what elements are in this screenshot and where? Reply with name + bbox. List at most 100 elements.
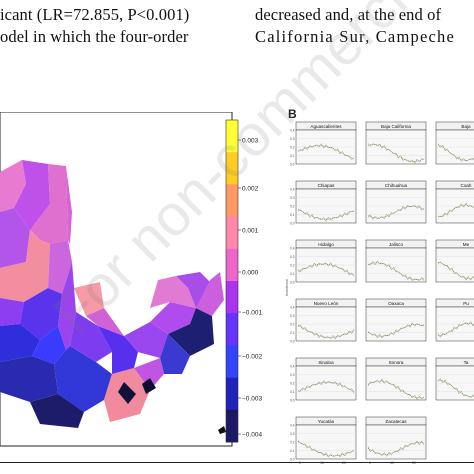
facet-ytick-label: 0.2 xyxy=(290,323,295,327)
colorbar-tick-label: 0.002 xyxy=(242,186,259,193)
facet-observed-line xyxy=(367,378,425,401)
facet-fitted-line xyxy=(437,204,474,218)
facet-ytick-label: 0.4 xyxy=(290,306,295,310)
facet-ytick-label: 0.0 xyxy=(290,281,295,285)
region-west xyxy=(0,208,30,268)
region-qroo xyxy=(168,308,214,356)
facet-title: Yucatán xyxy=(318,419,335,424)
region-north xyxy=(14,160,50,230)
facet-title: Baja California xyxy=(381,124,411,129)
facet-ytick-label: 0.1 xyxy=(290,154,295,158)
region-campeche xyxy=(124,322,168,358)
facet-ytick-label: 0.1 xyxy=(290,213,295,217)
region-qroo-s xyxy=(160,334,190,374)
facet-fitted-line xyxy=(297,381,355,392)
facet-title: Sonora xyxy=(389,360,404,365)
colorbar-tick-label: 0.003 xyxy=(242,138,259,145)
mexico-regions xyxy=(0,160,226,434)
facet-fitted-line xyxy=(297,145,355,160)
region-tabasco xyxy=(98,326,138,374)
facet-fitted-line xyxy=(367,324,425,337)
facet-ytick-label: 0.4 xyxy=(290,365,295,369)
facet-fitted-line xyxy=(367,144,425,162)
region-puebla xyxy=(70,312,112,362)
facet-ytick-label: 0.3 xyxy=(290,255,295,259)
facet-observed-line xyxy=(297,143,355,160)
facet-ytick-label: 0.1 xyxy=(290,449,295,453)
facet-fitted-line xyxy=(437,379,474,397)
colorbar-segment xyxy=(226,409,238,443)
facet-ytick-label: 0.3 xyxy=(290,314,295,318)
colorbar-tick-label: −0.002 xyxy=(242,354,262,361)
facet-xtick-label: 10 xyxy=(320,461,324,465)
facet-ytick-label: 0.3 xyxy=(290,196,295,200)
facet-observed-line xyxy=(297,209,355,222)
colorbar-tick-label: 0.000 xyxy=(242,270,259,277)
facet-observed-line xyxy=(367,322,425,339)
facet-observed-line xyxy=(297,440,355,458)
facet-title: Nuevo León xyxy=(314,301,339,306)
region-central xyxy=(0,230,50,302)
region-oax-coast xyxy=(30,394,84,428)
facet-observed-line xyxy=(437,261,474,281)
region-jalisco xyxy=(0,298,24,326)
colorbar-tick-label: −0.001 xyxy=(242,310,262,317)
body-text-right-line1: decreased and, at the end of xyxy=(255,5,442,24)
colorbar-segment xyxy=(226,120,238,153)
colorbar-segment xyxy=(226,281,238,314)
facet-xtick-label: 20 xyxy=(342,461,346,465)
region-ne2 xyxy=(66,166,72,244)
facet-ytick-label: 0.0 xyxy=(290,340,295,344)
region-central2 xyxy=(48,240,72,294)
facet-observed-line xyxy=(437,321,474,338)
facet-xtick-label: 0 xyxy=(369,461,371,465)
colorbar-segment xyxy=(226,377,238,411)
facet-ytick-label: 0.2 xyxy=(290,205,295,209)
facet-fitted-line xyxy=(437,322,474,336)
region-guerrero xyxy=(0,356,58,402)
colorbar-tick-label: 0.001 xyxy=(242,228,259,235)
region-gulf xyxy=(86,308,124,336)
facet-fitted-line xyxy=(297,208,355,220)
small-multiples-figure: B Incidence Aguascalientes 0.4 0.3 0.2 0.1 0.… xyxy=(284,107,474,465)
facet-title: Zacatecas xyxy=(385,419,407,424)
facet-title: Coah xyxy=(461,183,472,188)
facet-observed-line xyxy=(297,380,355,394)
facet-ytick-label: 0.2 xyxy=(290,146,295,150)
facet-title: Baja xyxy=(461,124,471,129)
map-figure: 0.003 0.002 0.001 0.000 −0.001 −0.002 −0.003 −0… xyxy=(0,112,262,447)
facet-observed-line xyxy=(367,440,425,457)
facet-observed-line xyxy=(437,202,474,218)
facet-title: Me xyxy=(463,242,470,247)
facet-ytick-label: 0.4 xyxy=(290,424,295,428)
facet-ytick-label: 0.0 xyxy=(290,163,295,167)
facet-ytick-label: 0.4 xyxy=(290,247,295,251)
facet-ytick-label: 0.3 xyxy=(290,432,295,436)
facet-observed-line xyxy=(367,143,425,164)
region-oaxaca xyxy=(54,346,112,412)
facet-ytick-label: 0.0 xyxy=(290,222,295,226)
facet-ytick-label: 0.3 xyxy=(290,137,295,141)
facet-fitted-line xyxy=(437,144,474,161)
facet-title: Sinaloa xyxy=(318,360,334,365)
colorbar: 0.003 0.002 0.001 0.000 −0.001 −0.002 −0.003 −0… xyxy=(225,119,262,443)
facet-title: Chiapas xyxy=(318,183,336,188)
facet-ytick-label: 0.1 xyxy=(290,390,295,394)
facet-title: Hidalgo xyxy=(318,242,334,247)
facet-ytick-label: 0.2 xyxy=(290,264,295,268)
region-nw xyxy=(0,160,26,212)
facet-ytick-label: 0.4 xyxy=(290,129,295,133)
region-yucatan xyxy=(150,302,196,334)
facet-title: Aguascalientes xyxy=(310,124,342,129)
facet-fitted-line xyxy=(367,262,425,280)
facet-title: Oaxaca xyxy=(388,301,404,306)
facet-observed-line xyxy=(297,262,355,277)
region-ver-n xyxy=(58,262,76,350)
facet-ytick-label: 0.0 xyxy=(290,399,295,403)
colorbar-segment xyxy=(226,313,238,346)
facet-observed-line xyxy=(297,324,355,340)
facet-xtick-label: 10 xyxy=(390,461,394,465)
body-text-right-line2: California Sur, Campeche xyxy=(255,27,455,46)
facet-observed-line xyxy=(367,204,425,220)
colorbar-tick-label: −0.004 xyxy=(242,432,262,439)
